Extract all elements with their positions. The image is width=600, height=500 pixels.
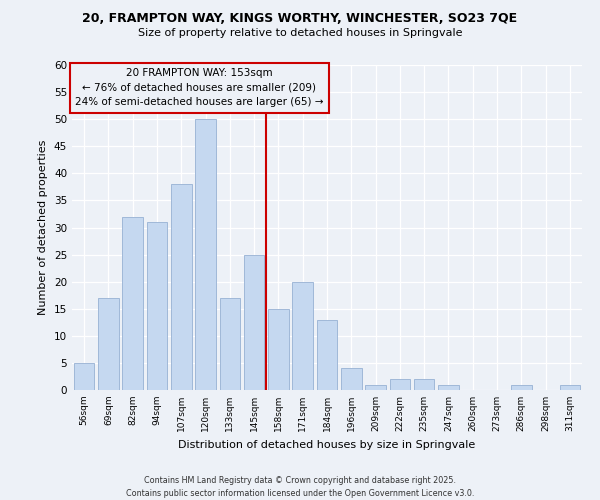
Bar (389, 379, 410, 390)
Bar (511, 384, 532, 390)
Bar (220, 298, 240, 390)
Bar (146, 222, 167, 390)
Bar (122, 216, 143, 390)
Bar (292, 282, 313, 390)
Bar (268, 308, 289, 390)
Y-axis label: Number of detached properties: Number of detached properties (38, 140, 49, 315)
Text: 20, FRAMPTON WAY, KINGS WORTHY, WINCHESTER, SO23 7QE: 20, FRAMPTON WAY, KINGS WORTHY, WINCHEST… (82, 12, 518, 26)
Bar (98, 298, 119, 390)
Bar (171, 184, 191, 390)
Bar (560, 384, 580, 390)
Text: Size of property relative to detached houses in Springvale: Size of property relative to detached ho… (138, 28, 462, 38)
Text: 20 FRAMPTON WAY: 153sqm
← 76% of detached houses are smaller (209)
24% of semi-d: 20 FRAMPTON WAY: 153sqm ← 76% of detache… (75, 68, 324, 108)
Bar (195, 119, 216, 390)
Bar (341, 368, 362, 390)
X-axis label: Distribution of detached houses by size in Springvale: Distribution of detached houses by size … (178, 440, 476, 450)
Bar (317, 320, 337, 390)
Bar (414, 379, 434, 390)
Bar (74, 363, 94, 390)
Text: Contains HM Land Registry data © Crown copyright and database right 2025.
Contai: Contains HM Land Registry data © Crown c… (126, 476, 474, 498)
Bar (365, 384, 386, 390)
Bar (438, 384, 459, 390)
Bar (244, 254, 265, 390)
